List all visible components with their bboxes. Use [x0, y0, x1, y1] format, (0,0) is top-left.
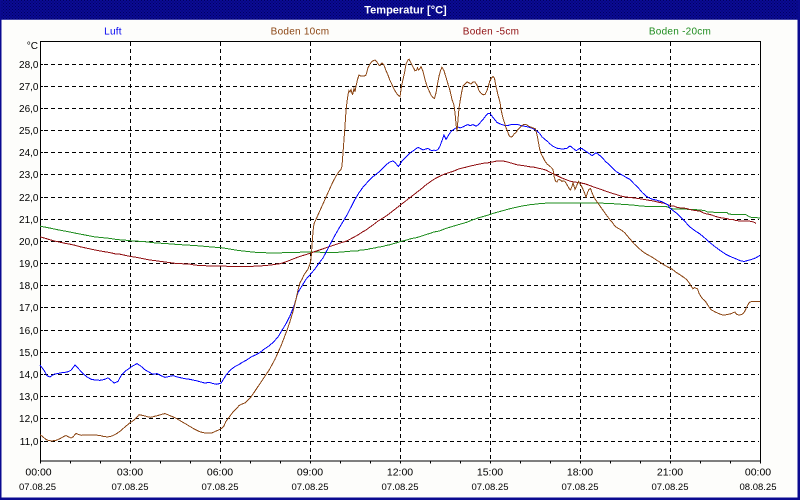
svg-text:07.08.25: 07.08.25 — [382, 482, 419, 493]
svg-text:21:00: 21:00 — [657, 467, 683, 479]
svg-text:15:00: 15:00 — [477, 467, 503, 479]
svg-text:11,0: 11,0 — [20, 437, 39, 448]
svg-text:00:00: 00:00 — [25, 467, 51, 479]
svg-text:07.08.25: 07.08.25 — [19, 482, 56, 493]
svg-text:18,0: 18,0 — [19, 281, 39, 292]
svg-text:22,0: 22,0 — [19, 193, 39, 204]
svg-text:08.08.25: 08.08.25 — [740, 482, 777, 493]
svg-text:00:00: 00:00 — [745, 467, 771, 479]
svg-text:24,0: 24,0 — [19, 148, 39, 159]
svg-text:Boden -20cm: Boden -20cm — [649, 27, 711, 38]
svg-text:18:00: 18:00 — [567, 467, 593, 479]
svg-text:Boden -5cm: Boden -5cm — [463, 27, 519, 38]
svg-text:07.08.25: 07.08.25 — [562, 482, 599, 493]
svg-text:07.08.25: 07.08.25 — [472, 482, 509, 493]
svg-text:07.08.25: 07.08.25 — [292, 482, 329, 493]
svg-text:Luft: Luft — [104, 27, 122, 38]
svg-text:28,0: 28,0 — [19, 60, 39, 71]
svg-text:07.08.25: 07.08.25 — [652, 482, 689, 493]
svg-text:27,0: 27,0 — [19, 82, 39, 93]
svg-text:14,0: 14,0 — [19, 370, 39, 381]
svg-text:06:00: 06:00 — [207, 467, 233, 479]
svg-text:25,0: 25,0 — [19, 126, 39, 137]
svg-text:15,0: 15,0 — [19, 348, 39, 359]
svg-text:03:00: 03:00 — [117, 467, 143, 479]
svg-text:07.08.25: 07.08.25 — [202, 482, 239, 493]
svg-text:07.08.25: 07.08.25 — [112, 482, 149, 493]
svg-text:26,0: 26,0 — [19, 104, 39, 115]
svg-text:09:00: 09:00 — [297, 467, 323, 479]
svg-text:17,0: 17,0 — [19, 303, 39, 314]
svg-text:12:00: 12:00 — [387, 467, 413, 479]
svg-text:12,0: 12,0 — [19, 414, 39, 425]
svg-text:20,0: 20,0 — [19, 237, 39, 248]
svg-text:Temperatur [°C]: Temperatur [°C] — [364, 5, 447, 17]
svg-text:Boden 10cm: Boden 10cm — [271, 27, 330, 38]
svg-text:23,0: 23,0 — [19, 170, 39, 181]
svg-text:13,0: 13,0 — [19, 392, 39, 403]
svg-text:°C: °C — [27, 41, 38, 52]
svg-text:19,0: 19,0 — [19, 259, 39, 270]
svg-text:21,0: 21,0 — [19, 215, 39, 226]
svg-text:16,0: 16,0 — [19, 326, 39, 337]
